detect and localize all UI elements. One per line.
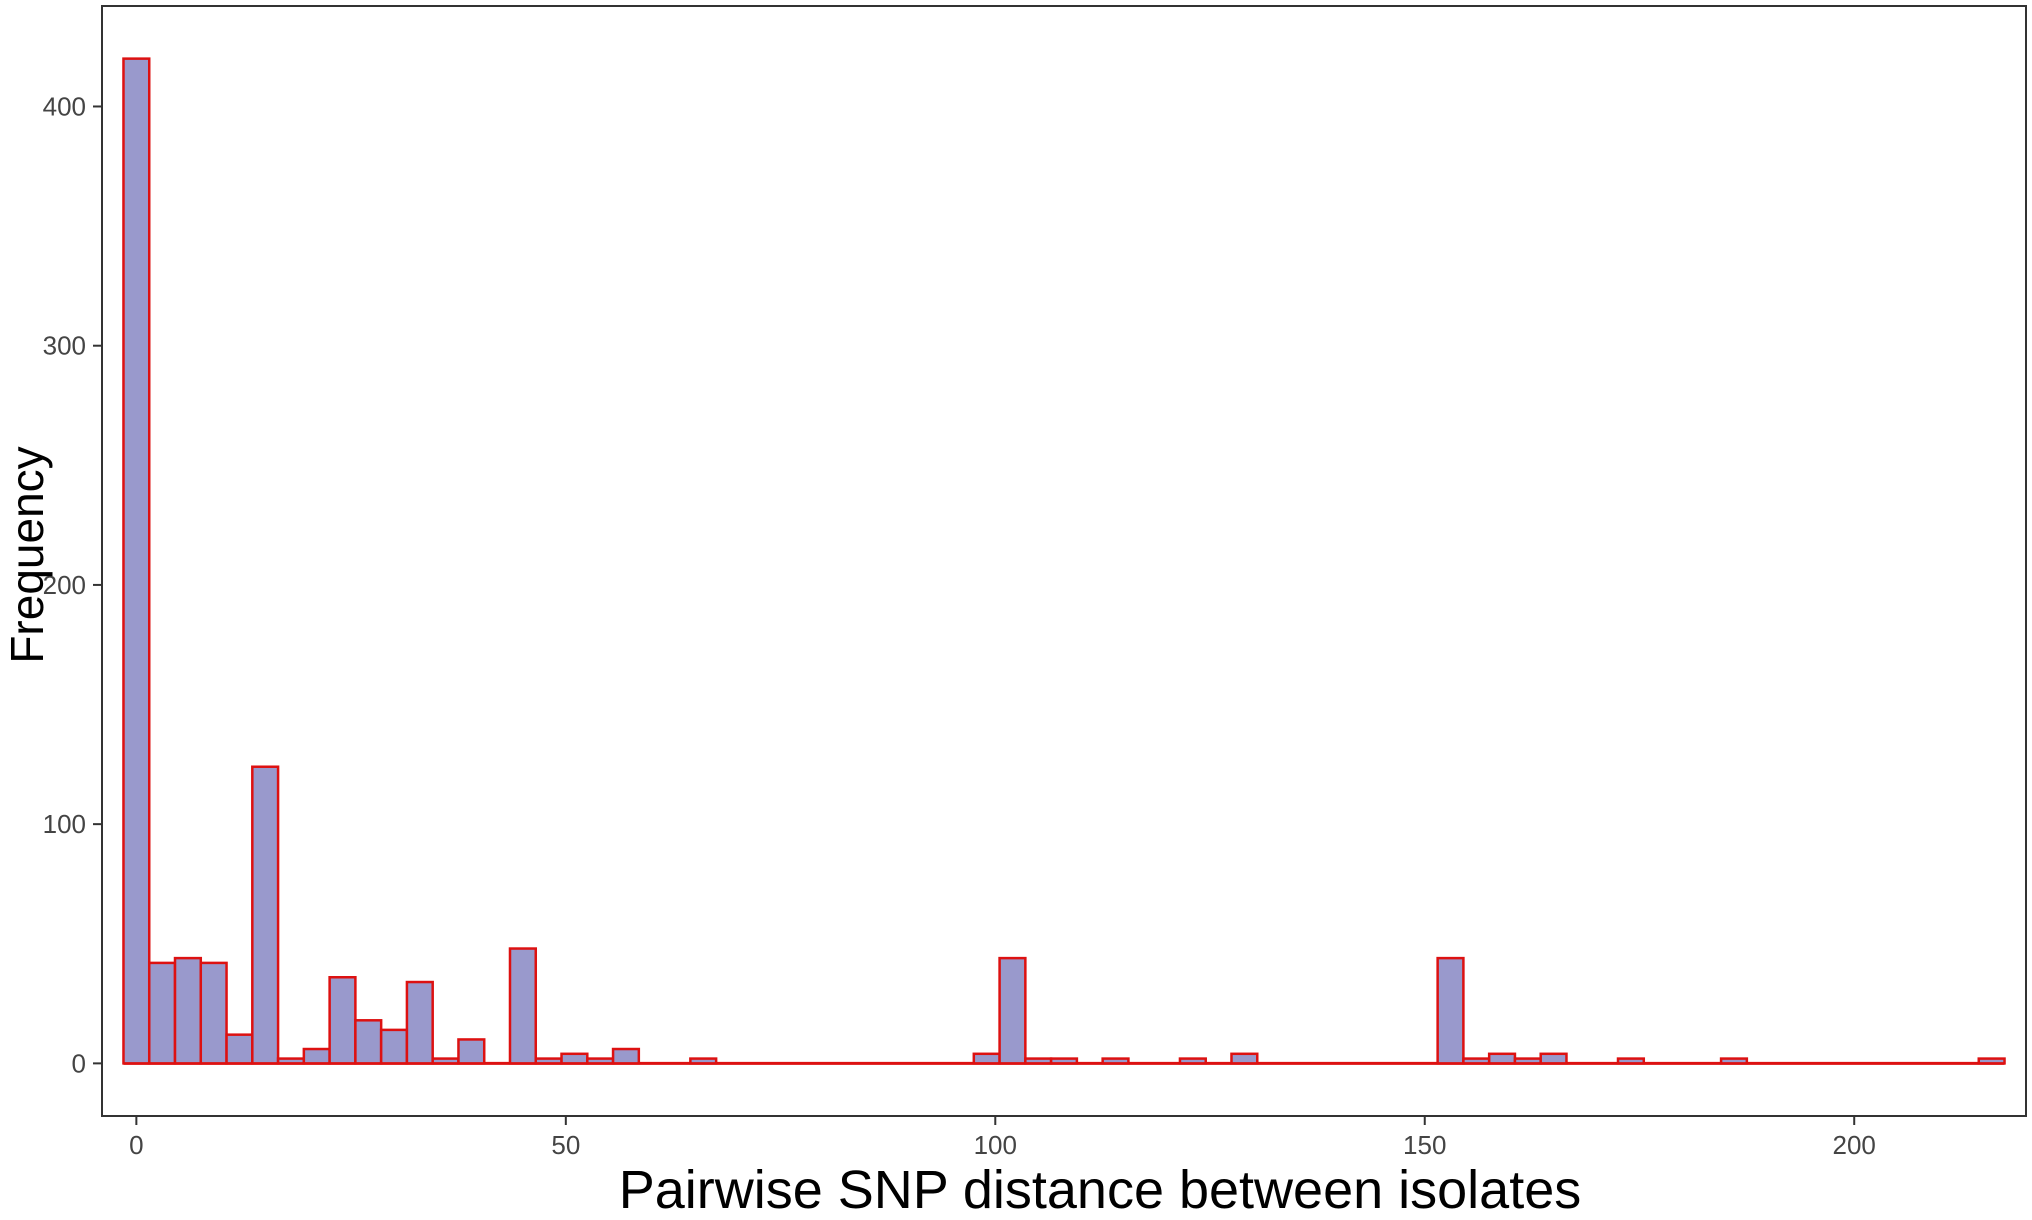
histogram-bar bbox=[199, 961, 228, 1065]
histogram-bar bbox=[379, 1028, 409, 1065]
histogram-bar bbox=[225, 1033, 254, 1065]
histogram-bar bbox=[1024, 1057, 1053, 1065]
histogram-bar bbox=[122, 57, 151, 1065]
histogram-bar bbox=[611, 1047, 641, 1065]
histogram-bar bbox=[173, 956, 203, 1065]
histogram-bar bbox=[302, 1047, 331, 1065]
histogram-bar bbox=[276, 1057, 306, 1065]
histogram-bar bbox=[1178, 1057, 1207, 1065]
histogram-bar bbox=[586, 1057, 615, 1065]
histogram-bar bbox=[1436, 956, 1465, 1065]
histogram-bar bbox=[431, 1057, 460, 1065]
histogram-bar bbox=[1513, 1057, 1542, 1065]
histogram-bar bbox=[147, 961, 177, 1065]
histogram-bar bbox=[1049, 1057, 1079, 1065]
histogram-bar bbox=[354, 1019, 383, 1065]
plot-panel bbox=[101, 5, 2027, 1117]
y-tick-label: 200 bbox=[43, 570, 86, 600]
y-tick-label: 100 bbox=[43, 809, 86, 839]
histogram-bar bbox=[508, 947, 538, 1065]
x-tick-label: 150 bbox=[1403, 1130, 1446, 1160]
histogram-bar bbox=[1230, 1052, 1259, 1065]
y-tick-label: 400 bbox=[43, 91, 86, 121]
histogram-bar bbox=[1977, 1057, 2006, 1065]
histogram-bar bbox=[560, 1052, 589, 1065]
bars-layer bbox=[122, 57, 2006, 1065]
histogram-bar bbox=[405, 980, 434, 1065]
histogram-bar bbox=[1539, 1052, 1568, 1065]
histogram-bar bbox=[457, 1038, 486, 1065]
y-axis: 0 100 200 300 400 bbox=[43, 91, 102, 1078]
x-tick-label: 100 bbox=[974, 1130, 1017, 1160]
histogram-bar bbox=[328, 976, 357, 1065]
x-axis: 0 50 100 150 200 bbox=[129, 1116, 1876, 1160]
histogram-bar bbox=[1487, 1052, 1517, 1065]
histogram-bar bbox=[251, 765, 280, 1065]
histogram-bar bbox=[689, 1057, 718, 1065]
y-axis-title: Frequency bbox=[1, 446, 53, 663]
x-tick-label: 50 bbox=[551, 1130, 580, 1160]
histogram-bar bbox=[1462, 1057, 1491, 1065]
y-tick-label: 300 bbox=[43, 331, 86, 361]
x-axis-title: Pairwise SNP distance between isolates bbox=[619, 1160, 1582, 1220]
histogram-bar bbox=[534, 1057, 563, 1065]
histogram-bar bbox=[972, 1052, 1001, 1065]
histogram-bar bbox=[1101, 1057, 1130, 1065]
y-tick-label: 0 bbox=[72, 1048, 86, 1078]
histogram-bar bbox=[998, 956, 1027, 1065]
x-tick-label: 200 bbox=[1833, 1130, 1876, 1160]
histogram-bar bbox=[1616, 1057, 1646, 1065]
histogram-bar bbox=[1719, 1057, 1749, 1065]
x-tick-label: 0 bbox=[129, 1130, 143, 1160]
